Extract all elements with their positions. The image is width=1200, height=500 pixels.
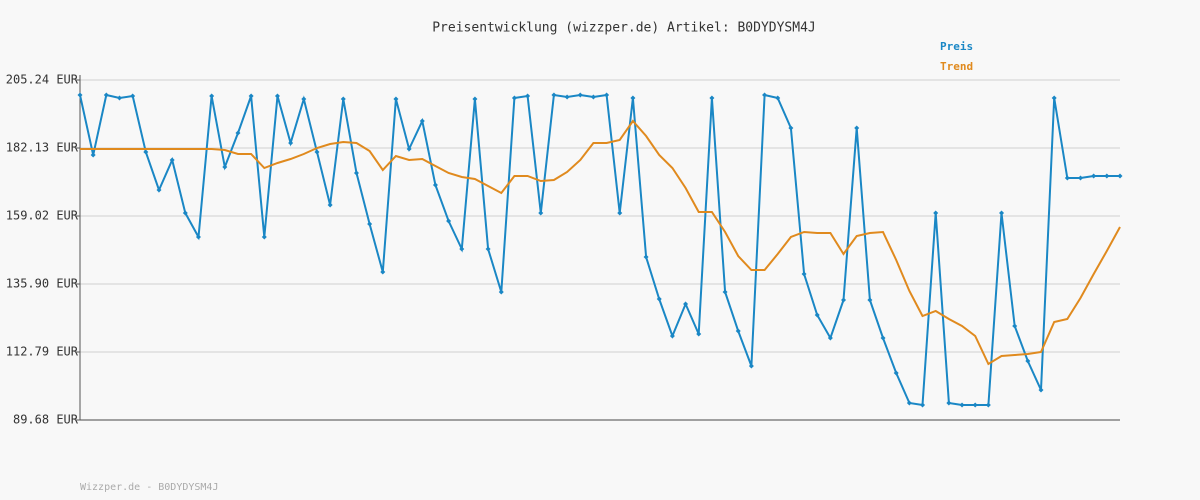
point-marker — [643, 254, 649, 260]
point-marker — [985, 402, 991, 408]
point-marker — [920, 402, 926, 408]
point-marker — [1012, 323, 1018, 329]
point-marker — [604, 92, 610, 98]
point-marker — [274, 93, 280, 99]
point-marker — [485, 246, 491, 252]
point-marker — [972, 402, 978, 408]
point-marker — [748, 363, 754, 369]
point-marker — [419, 118, 425, 124]
point-marker — [630, 95, 636, 101]
point-marker — [762, 92, 768, 98]
y-tick-label: 205.24 EUR — [6, 73, 79, 87]
point-marker — [854, 125, 860, 131]
point-marker — [1104, 173, 1110, 179]
legend-entry: Trend — [940, 60, 973, 73]
point-marker — [814, 312, 820, 318]
point-marker — [472, 96, 478, 102]
point-marker — [893, 370, 899, 376]
point-marker — [77, 92, 83, 98]
point-marker — [1078, 175, 1084, 181]
point-marker — [656, 296, 662, 302]
point-marker — [880, 335, 886, 341]
point-marker — [722, 289, 728, 295]
point-marker — [498, 289, 504, 295]
point-marker — [156, 187, 162, 193]
point-marker — [367, 221, 373, 227]
point-marker — [906, 400, 912, 406]
y-tick-label: 89.68 EUR — [13, 413, 79, 427]
point-marker — [169, 157, 175, 163]
point-marker — [1091, 173, 1097, 179]
point-marker — [393, 96, 399, 102]
point-marker — [696, 331, 702, 337]
point-marker — [1064, 175, 1070, 181]
point-marker — [353, 170, 359, 176]
point-marker — [999, 210, 1005, 216]
point-marker — [564, 94, 570, 100]
point-marker — [841, 297, 847, 303]
point-marker — [340, 96, 346, 102]
point-marker — [827, 335, 833, 341]
footer: Wizzper.de - B0DYDYSM4J — [80, 482, 218, 493]
series-line — [79, 93, 1120, 407]
point-marker — [775, 95, 781, 101]
point-marker — [195, 234, 201, 240]
point-marker — [1051, 95, 1057, 101]
point-marker — [130, 93, 136, 99]
point-marker — [446, 218, 452, 224]
series-line — [80, 119, 1121, 366]
point-marker — [1038, 387, 1044, 393]
point-marker — [301, 96, 307, 102]
point-marker — [617, 210, 623, 216]
point-marker — [406, 146, 412, 152]
point-marker — [288, 140, 294, 146]
point-marker — [867, 297, 873, 303]
point-marker — [248, 93, 254, 99]
point-marker — [933, 210, 939, 216]
point-marker — [735, 328, 741, 334]
point-marker — [209, 93, 215, 99]
point-marker — [525, 93, 531, 99]
point-marker — [590, 94, 596, 100]
y-tick-label: 135.90 EUR — [6, 277, 79, 291]
point-marker — [222, 164, 228, 170]
chart-title: Preisentwicklung (wizzper.de) Artikel: B… — [432, 21, 816, 36]
point-marker — [90, 152, 96, 158]
point-marker — [314, 149, 320, 155]
point-marker — [709, 95, 715, 101]
point-marker — [788, 125, 794, 131]
point-marker — [801, 271, 807, 277]
point-marker — [116, 95, 122, 101]
y-tick-label: 112.79 EUR — [6, 345, 79, 359]
point-marker — [1025, 358, 1031, 364]
legend-entry: Preis — [940, 40, 973, 53]
point-marker — [182, 210, 188, 216]
point-marker — [577, 92, 583, 98]
point-marker — [959, 402, 965, 408]
point-marker — [511, 95, 517, 101]
point-marker — [669, 333, 675, 339]
point-marker — [1117, 173, 1123, 179]
point-marker — [683, 301, 689, 307]
point-marker — [261, 234, 267, 240]
y-tick-label: 182.13 EUR — [6, 140, 79, 154]
point-marker — [143, 149, 149, 155]
point-marker — [432, 182, 438, 188]
point-marker — [538, 210, 544, 216]
point-marker — [380, 269, 386, 275]
point-marker — [946, 400, 952, 406]
point-marker — [103, 92, 109, 98]
point-marker — [235, 130, 241, 136]
point-marker — [327, 202, 333, 208]
point-marker — [551, 92, 557, 98]
y-tick-label: 159.02 EUR — [6, 208, 79, 222]
point-marker — [459, 246, 465, 252]
